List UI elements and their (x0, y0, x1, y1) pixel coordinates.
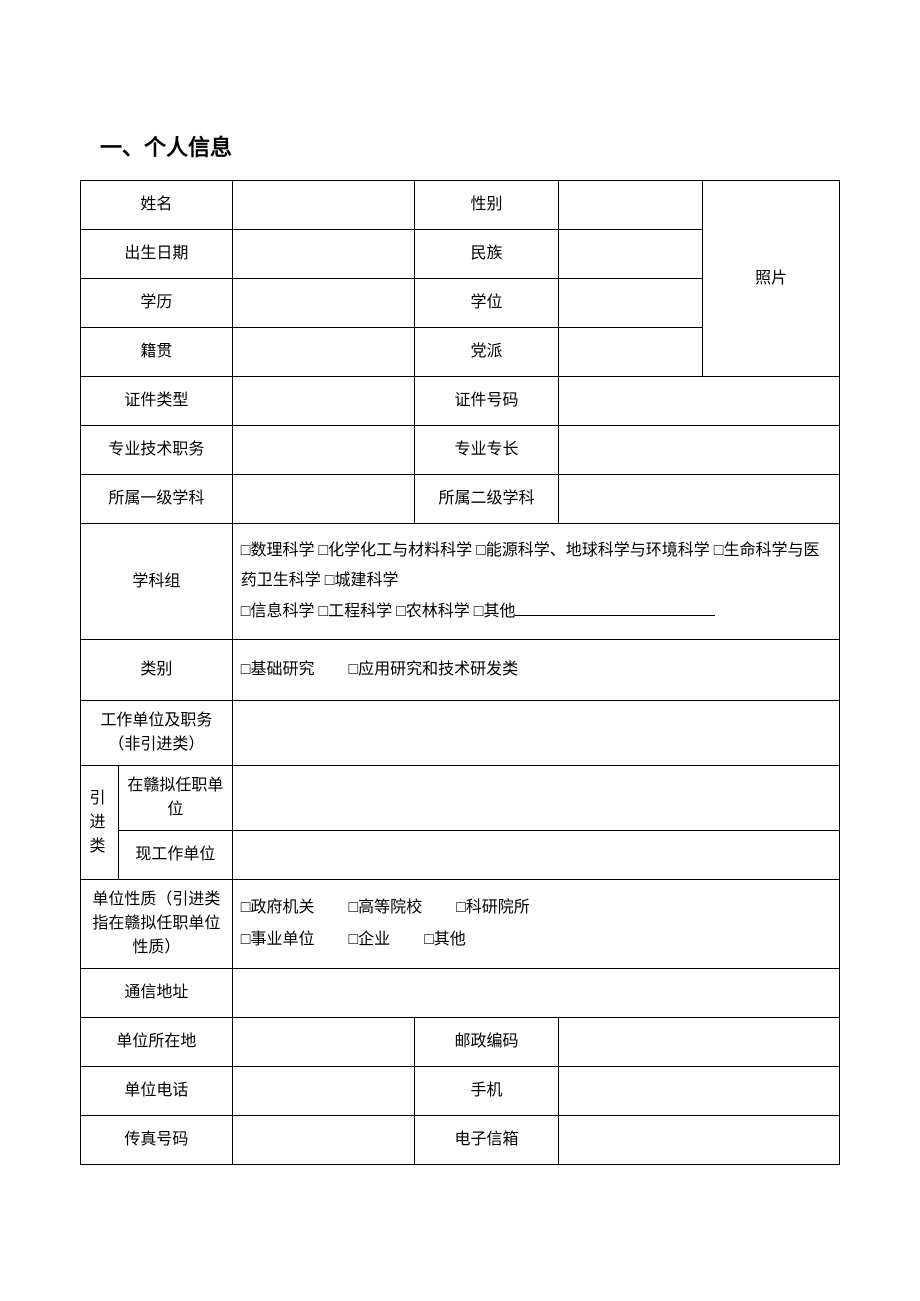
label-id-type: 证件类型 (81, 377, 233, 426)
value-mobile[interactable] (559, 1067, 840, 1116)
label-import-type: 引进类 (81, 766, 119, 880)
value-degree[interactable] (559, 279, 703, 328)
label-secondary-discipline: 所属二级学科 (414, 475, 558, 524)
label-degree: 学位 (414, 279, 558, 328)
label-email: 电子信箱 (414, 1116, 558, 1165)
table-row: 引进类 在赣拟任职单位 (81, 766, 840, 831)
other-underline[interactable] (515, 600, 715, 616)
category-basic-research[interactable]: □基础研究 (241, 658, 315, 682)
label-id-number: 证件号码 (414, 377, 558, 426)
table-row: 所属一级学科 所属二级学科 (81, 475, 840, 524)
value-proposed-unit[interactable] (232, 766, 839, 831)
value-party[interactable] (559, 328, 703, 377)
value-ethnicity[interactable] (559, 230, 703, 279)
table-row: 证件类型 证件号码 (81, 377, 840, 426)
table-row: 单位所在地 邮政编码 (81, 1018, 840, 1067)
label-import-type-text: 引进类 (83, 787, 116, 859)
personal-info-table: 姓名 性别 照片 出生日期 民族 学历 学位 籍贯 党派 证件类型 证件号码 专… (80, 180, 840, 1165)
value-current-unit[interactable] (232, 831, 839, 880)
unit-nature-other[interactable]: □其他 (424, 928, 466, 952)
value-mailing-address[interactable] (232, 969, 839, 1018)
label-specialty: 专业专长 (414, 426, 558, 475)
label-professional-title: 专业技术职务 (81, 426, 233, 475)
table-row: 单位电话 手机 (81, 1067, 840, 1116)
label-current-unit: 现工作单位 (118, 831, 232, 880)
table-row: 单位性质（引进类指在赣拟任职单位性质） □政府机关 □高等院校 □科研院所 □事… (81, 880, 840, 969)
label-party: 党派 (414, 328, 558, 377)
table-row: 通信地址 (81, 969, 840, 1018)
label-unit-location: 单位所在地 (81, 1018, 233, 1067)
table-row: 类别 □基础研究 □应用研究和技术研发类 (81, 640, 840, 701)
unit-nature-research[interactable]: □科研院所 (456, 896, 530, 920)
value-primary-discipline[interactable] (232, 475, 414, 524)
value-professional-title[interactable] (232, 426, 414, 475)
value-name[interactable] (232, 181, 414, 230)
value-secondary-discipline[interactable] (559, 475, 840, 524)
value-work-unit-position[interactable] (232, 701, 839, 766)
unit-nature-university[interactable]: □高等院校 (348, 896, 422, 920)
value-birth-date[interactable] (232, 230, 414, 279)
section-title: 一、个人信息 (100, 130, 840, 162)
value-email[interactable] (559, 1116, 840, 1165)
label-name: 姓名 (81, 181, 233, 230)
value-postal-code[interactable] (559, 1018, 840, 1067)
category-applied-research[interactable]: □应用研究和技术研发类 (348, 658, 518, 682)
value-native-place[interactable] (232, 328, 414, 377)
value-id-number[interactable] (559, 377, 840, 426)
label-education: 学历 (81, 279, 233, 328)
value-gender[interactable] (559, 181, 703, 230)
discipline-group-options[interactable]: □数理科学 □化学化工与材料科学 □能源科学、地球科学与环境科学 □生命科学与医… (232, 524, 839, 640)
value-id-type[interactable] (232, 377, 414, 426)
label-ethnicity: 民族 (414, 230, 558, 279)
value-fax[interactable] (232, 1116, 414, 1165)
label-native-place: 籍贯 (81, 328, 233, 377)
unit-nature-enterprise[interactable]: □企业 (348, 928, 390, 952)
label-primary-discipline: 所属一级学科 (81, 475, 233, 524)
value-unit-phone[interactable] (232, 1067, 414, 1116)
table-row: 学科组 □数理科学 □化学化工与材料科学 □能源科学、地球科学与环境科学 □生命… (81, 524, 840, 640)
label-birth-date: 出生日期 (81, 230, 233, 279)
label-discipline-group: 学科组 (81, 524, 233, 640)
value-education[interactable] (232, 279, 414, 328)
label-mailing-address: 通信地址 (81, 969, 233, 1018)
photo-cell[interactable]: 照片 (703, 181, 840, 377)
unit-nature-institution[interactable]: □事业单位 (241, 928, 315, 952)
label-unit-phone: 单位电话 (81, 1067, 233, 1116)
discipline-group-line1: □数理科学 □化学化工与材料科学 □能源科学、地球科学与环境科学 □生命科学与医… (241, 542, 820, 589)
value-unit-location[interactable] (232, 1018, 414, 1067)
label-gender: 性别 (414, 181, 558, 230)
unit-nature-options[interactable]: □政府机关 □高等院校 □科研院所 □事业单位 □企业 □其他 (232, 880, 839, 969)
label-unit-nature: 单位性质（引进类指在赣拟任职单位性质） (81, 880, 233, 969)
category-options[interactable]: □基础研究 □应用研究和技术研发类 (232, 640, 839, 701)
table-row: 现工作单位 (81, 831, 840, 880)
label-proposed-unit: 在赣拟任职单位 (118, 766, 232, 831)
label-work-unit-position-text: 工作单位及职务 （非引进类） (100, 712, 212, 753)
label-postal-code: 邮政编码 (414, 1018, 558, 1067)
table-row: 姓名 性别 照片 (81, 181, 840, 230)
label-category: 类别 (81, 640, 233, 701)
label-fax: 传真号码 (81, 1116, 233, 1165)
discipline-group-line2: □信息科学 □工程科学 □农林科学 □其他 (241, 603, 516, 620)
table-row: 专业技术职务 专业专长 (81, 426, 840, 475)
table-row: 工作单位及职务 （非引进类） (81, 701, 840, 766)
unit-nature-gov[interactable]: □政府机关 (241, 896, 315, 920)
table-row: 传真号码 电子信箱 (81, 1116, 840, 1165)
value-specialty[interactable] (559, 426, 840, 475)
label-work-unit-position: 工作单位及职务 （非引进类） (81, 701, 233, 766)
label-mobile: 手机 (414, 1067, 558, 1116)
